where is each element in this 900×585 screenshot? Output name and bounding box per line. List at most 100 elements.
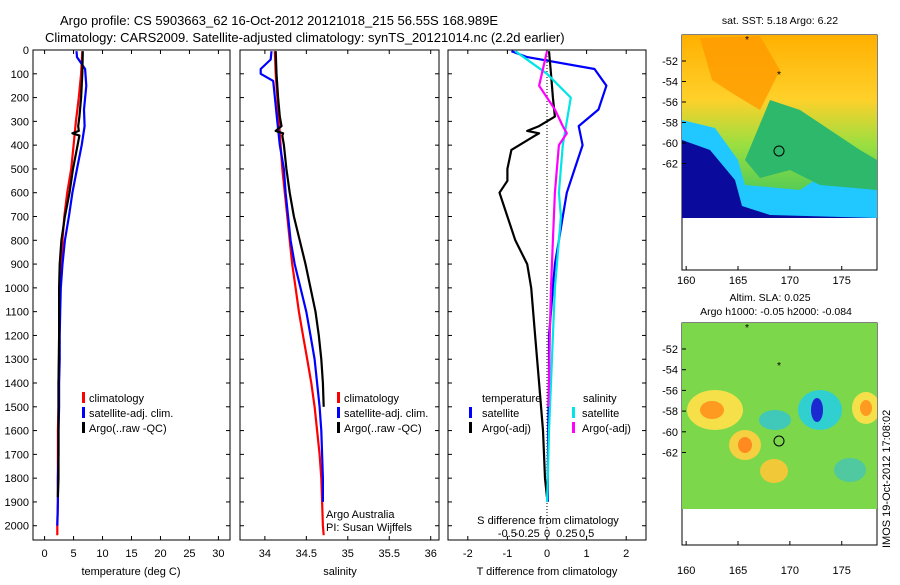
sst-marker-star: *	[777, 69, 781, 81]
legend-swatch-argo	[337, 422, 340, 433]
map-y-tick-label: -54	[662, 365, 678, 377]
difference-x-ticks: -2 -1 0 1 2	[463, 50, 629, 560]
legend-label-t-argo: Argo(-adj)	[482, 423, 531, 435]
map-y-tick-label: -62	[662, 159, 678, 171]
x-tick-label: 0	[544, 548, 550, 560]
legend-label-s-argo: Argo(-adj)	[582, 423, 631, 435]
sst-green-patch	[745, 100, 877, 190]
y-tick-label: 700	[11, 212, 29, 224]
sst-map-title: sat. SST: 5.18 Argo: 6.22	[722, 15, 838, 27]
sla-orange-west	[700, 401, 724, 419]
sst-marker-origin: *	[745, 34, 749, 46]
map-y-tick-label: -52	[662, 56, 678, 68]
legend-swatch-satellite	[82, 407, 85, 418]
map-x-tick-label: 170	[781, 565, 799, 577]
y-tick-label: 600	[11, 188, 29, 200]
x-tick-label: 2	[623, 548, 629, 560]
legend-swatch-argo	[82, 422, 85, 433]
temperature-xlabel: temperature (deg C)	[81, 566, 180, 578]
difference-s-ticks: -0.5-0.25 0 0.25 0.5	[498, 528, 594, 540]
salinity-axes-box	[239, 49, 440, 541]
series-line-salinity-argo-adj-	[537, 50, 568, 407]
legend-swatch-s-argo	[572, 422, 575, 433]
map-x-tick-label: 160	[677, 565, 695, 577]
sla-map-x-ticks: 160 165 170 175	[677, 541, 851, 577]
y-tick-label: 1800	[5, 473, 29, 485]
difference-legend: temperature satellite Argo(-adj) salinit…	[469, 393, 631, 435]
argo-position-marker	[773, 145, 785, 157]
legend-swatch-climatology	[337, 392, 340, 403]
x-tick-label: 30	[212, 548, 224, 560]
sla-cyan-mid	[759, 410, 791, 430]
map-x-tick-label: 170	[781, 275, 799, 287]
y-tick-label: 1300	[5, 354, 29, 366]
map-y-tick-label: -56	[662, 385, 678, 397]
difference-series	[498, 50, 608, 502]
salinity-y-ticks	[240, 49, 439, 527]
x-tick-label: 34	[259, 548, 271, 560]
series-line-temperature-argo-adj-	[498, 51, 557, 498]
sla-blue-core	[811, 398, 823, 422]
y-tick-label: 1700	[5, 449, 29, 461]
x-tick-label: 35	[342, 548, 354, 560]
series-line-salinity-satellite	[514, 50, 572, 502]
s-tick-label: 0.25	[556, 528, 577, 540]
y-tick-label: 1900	[5, 497, 29, 509]
sla-map-title-1: Altim. SLA: 0.025	[729, 292, 810, 304]
series-line-satellite-adj-clim-	[259, 51, 324, 502]
map-y-tick-label: -62	[662, 448, 678, 460]
y-tick-label: 300	[11, 116, 29, 128]
map-y-tick-label: -60	[662, 138, 678, 150]
sla-map-panel: Altim. SLA: 0.025 Argo h1000: -0.05 h200…	[662, 292, 878, 577]
y-tick-label: 200	[11, 93, 29, 105]
legend-label-climatology: climatology	[344, 393, 400, 405]
legend-swatch-t-satellite	[469, 407, 472, 418]
sst-map-x-ticks: 160 165 170 175	[677, 266, 851, 287]
legend-swatch-climatology	[82, 392, 85, 403]
temperature-legend: climatology satellite-adj. clim. Argo(..…	[82, 392, 173, 435]
s-tick-label: -0.25	[515, 528, 540, 540]
salinity-series	[259, 51, 325, 536]
salinity-xlabel: salinity	[323, 566, 357, 578]
sla-map-field	[682, 323, 877, 509]
series-line-argo-raw-qc-	[56, 51, 84, 498]
y-tick-label: 1100	[5, 307, 29, 319]
argo-position-marker-2	[773, 435, 785, 447]
temperature-series	[56, 51, 88, 536]
map-y-tick-label: -56	[662, 97, 678, 109]
y-tick-label: 1200	[5, 330, 29, 342]
sst-map-panel: sat. SST: 5.18 Argo: 6.22 * * 160 165 170 1…	[662, 15, 878, 287]
x-tick-label: 5	[70, 548, 76, 560]
legend-label-satellite: satellite-adj. clim.	[344, 408, 428, 420]
series-line-argo-raw-qc-	[274, 51, 325, 407]
salinity-legend: climatology satellite-adj. clim. Argo(..…	[337, 392, 428, 435]
sla-orange-east	[860, 400, 872, 416]
x-tick-label: 34.5	[296, 548, 317, 560]
salinity-x-ticks: 34 34.5 35 35.5 36	[259, 50, 437, 560]
sla-yellow-se	[760, 459, 788, 483]
map-x-tick-label: 175	[833, 565, 851, 577]
legend-title-salinity: salinity	[583, 393, 617, 405]
legend-swatch-satellite	[337, 407, 340, 418]
y-tick-label: 2000	[5, 521, 29, 533]
y-tick-label: 1600	[5, 426, 29, 438]
x-tick-label: 36	[425, 548, 437, 560]
map-y-tick-label: -58	[662, 406, 678, 418]
sla-orange-south	[738, 437, 752, 453]
map-y-tick-label: -52	[662, 344, 678, 356]
y-tick-label: 800	[11, 235, 29, 247]
legend-swatch-t-argo	[469, 422, 472, 433]
temperature-x-ticks: 0 5 10 15 20 25 30	[42, 50, 225, 560]
x-tick-label: 25	[183, 548, 195, 560]
sst-map-y-ticks: -52 -54 -56 -58 -60 -62	[662, 56, 686, 171]
s-tick-label: 0.5	[579, 528, 594, 540]
map-x-tick-label: 160	[677, 275, 695, 287]
legend-label-t-satellite: satellite	[482, 408, 519, 420]
header-line-2: Climatology: CARS2009. Satellite-adjuste…	[45, 30, 565, 45]
x-tick-label: 15	[125, 548, 137, 560]
salinity-annotation-institution: Argo Australia	[326, 509, 395, 521]
sla-map-title-2: Argo h1000: -0.05 h2000: -0.084	[700, 306, 852, 318]
s-tick-label: 0	[544, 528, 550, 540]
difference-y-ticks	[448, 49, 646, 527]
legend-label-satellite: satellite-adj. clim.	[89, 408, 173, 420]
